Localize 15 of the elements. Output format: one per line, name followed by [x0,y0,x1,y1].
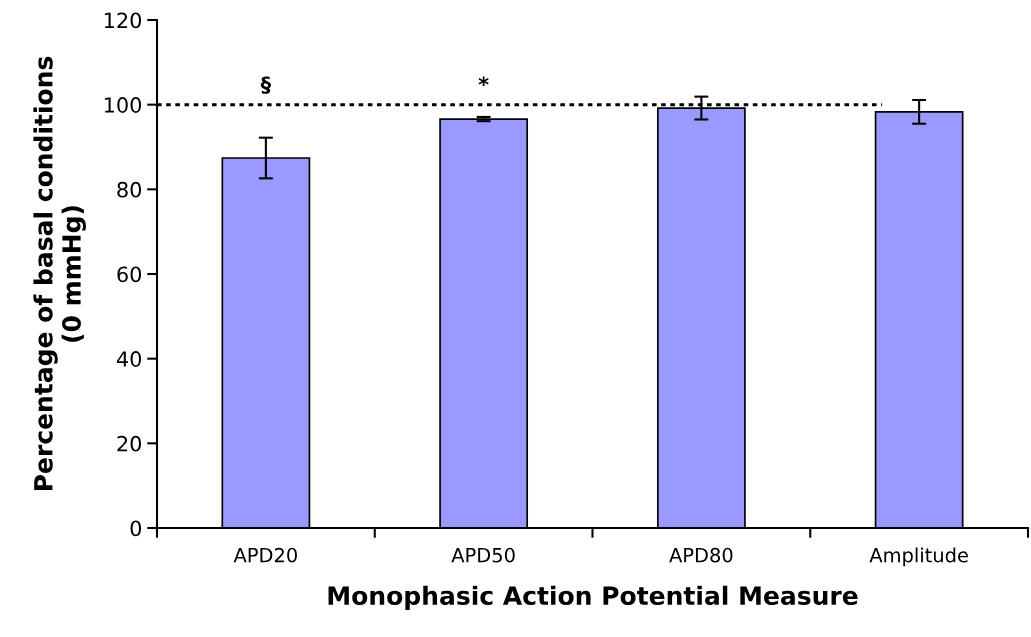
y-tick-label: 40 [116,351,142,367]
y-tick-label: 80 [117,181,142,198]
y-tick-label: 0 [130,520,142,537]
annotation: * [478,76,489,87]
x-tick-label: Amplitude [869,547,968,567]
y-tick-label: 20 [117,435,142,452]
x-axis-title: Monophasic Action Potential Measure [328,585,858,610]
y-tick-label: 60 [117,266,142,283]
y-axis-title: Percentage of basal conditions (0 mmHg) [33,56,86,491]
x-tick-label: APD80 [669,547,733,563]
x-tick-label: APD50 [451,547,515,563]
y-tick-label: 120 [104,12,142,29]
annotation: § [260,76,271,94]
y-tick-label: 100 [104,97,142,113]
x-tick-label: APD20 [233,547,297,563]
